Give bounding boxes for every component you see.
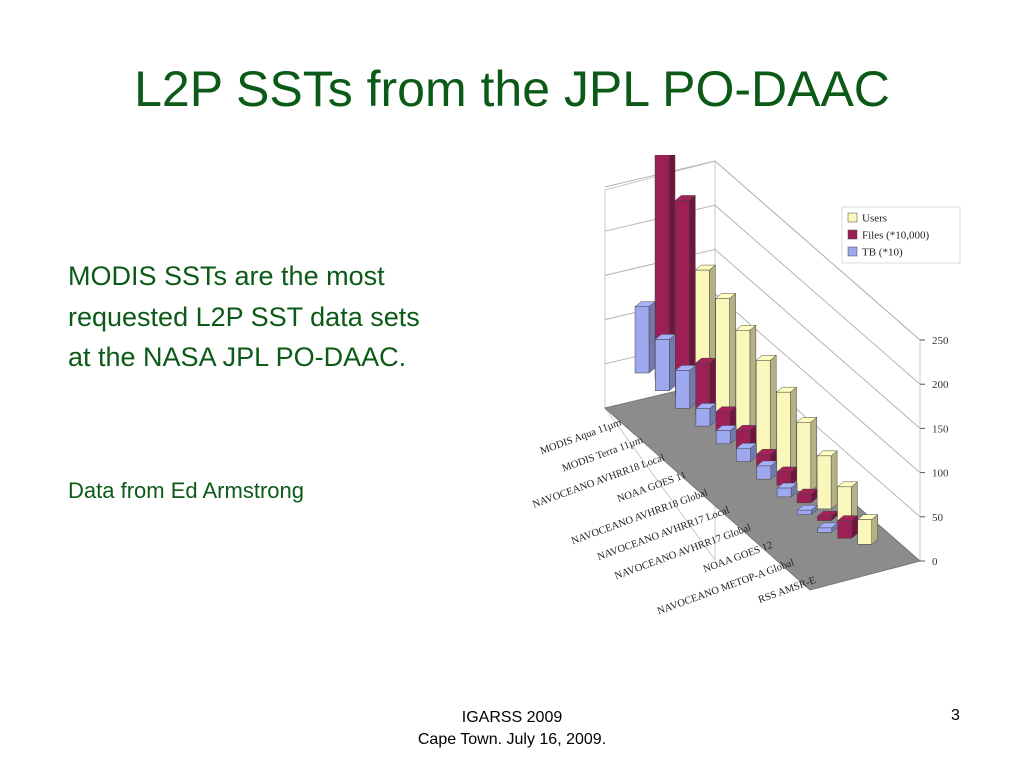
bar-front (715, 298, 730, 421)
legend-label: TB (*10) (862, 247, 903, 259)
bar (816, 510, 839, 522)
bar-side (648, 301, 656, 374)
bar (735, 324, 757, 439)
y-tick-label: 100 (932, 468, 949, 480)
bars (634, 155, 879, 545)
bar (654, 333, 676, 392)
bar-front (755, 360, 771, 457)
data-credit: Data from Ed Armstrong (68, 478, 304, 503)
bar-side (769, 354, 777, 457)
bar (695, 402, 717, 427)
bar-front (796, 493, 812, 504)
y-tick-label: 250 (932, 335, 949, 347)
bar-side (669, 333, 676, 392)
bar-side (729, 292, 736, 421)
legend-swatch (847, 212, 858, 223)
y-tick-label: 200 (932, 379, 949, 391)
bar (837, 515, 859, 539)
bar-front (776, 391, 791, 474)
legend-label: Files (*10,000) (862, 230, 930, 242)
bar (714, 292, 737, 421)
bar-front (655, 339, 670, 391)
bar-front (776, 487, 792, 498)
bar (775, 386, 798, 475)
footer-location-date: Cape Town. July 16, 2009. (417, 730, 607, 748)
page-number: 3 (951, 707, 960, 724)
chart-legend: Users Files (*10,000) TB (*10) (841, 206, 961, 264)
bar (816, 450, 838, 510)
y-axis-ticks: 0 50 100 150 200 250 (920, 335, 949, 568)
bar (634, 301, 656, 374)
category-label: RSS AMSR-E (757, 575, 818, 606)
slide-title: L2P SSTs from the JPL PO-DAAC (134, 61, 890, 117)
y-tick-label: 0 (932, 556, 938, 568)
bar (735, 442, 758, 463)
bar-front (817, 527, 832, 533)
bar-front (796, 421, 812, 492)
y-tick-label: 150 (932, 423, 949, 435)
bar (796, 504, 819, 516)
bar-side (790, 386, 797, 475)
bar-front (817, 515, 832, 521)
bar (674, 364, 697, 409)
slide-footer: IGARSS 2009 Cape Town. July 16, 2009. (350, 707, 674, 750)
bar (776, 482, 798, 498)
bar-front (797, 509, 812, 515)
bar-front (715, 430, 731, 445)
legend-box (841, 206, 961, 264)
bar (817, 522, 839, 533)
y-tick-label: 50 (932, 512, 944, 524)
bar-front (857, 519, 872, 545)
bar (796, 488, 818, 504)
bar (756, 460, 778, 480)
bar-front (634, 306, 650, 374)
bar (715, 425, 737, 445)
bar-front (736, 447, 751, 462)
legend-swatch (847, 229, 858, 240)
gridline (604, 204, 921, 385)
bar (796, 416, 818, 492)
bar (694, 357, 717, 415)
slide-body-text: MODIS SSTs are the most requested L2P SS… (68, 261, 420, 372)
bar (755, 354, 777, 457)
footer-conference: IGARSS 2009 (461, 709, 563, 726)
bar (857, 514, 879, 545)
bar (654, 155, 676, 380)
bar-side (749, 324, 757, 439)
bar-front (756, 465, 772, 480)
gridline (604, 248, 921, 429)
legend-label: Users (862, 213, 887, 225)
bar-front (837, 520, 852, 539)
bar-side (810, 416, 818, 492)
bar-front (735, 330, 751, 439)
bar-front (695, 408, 711, 427)
bar-front (675, 370, 690, 409)
bar-side (689, 364, 696, 409)
bar (674, 194, 696, 398)
bar-side (830, 450, 838, 510)
gridline (604, 160, 921, 341)
bar-front (816, 455, 832, 510)
bar (776, 466, 798, 486)
legend-swatch (847, 246, 858, 257)
